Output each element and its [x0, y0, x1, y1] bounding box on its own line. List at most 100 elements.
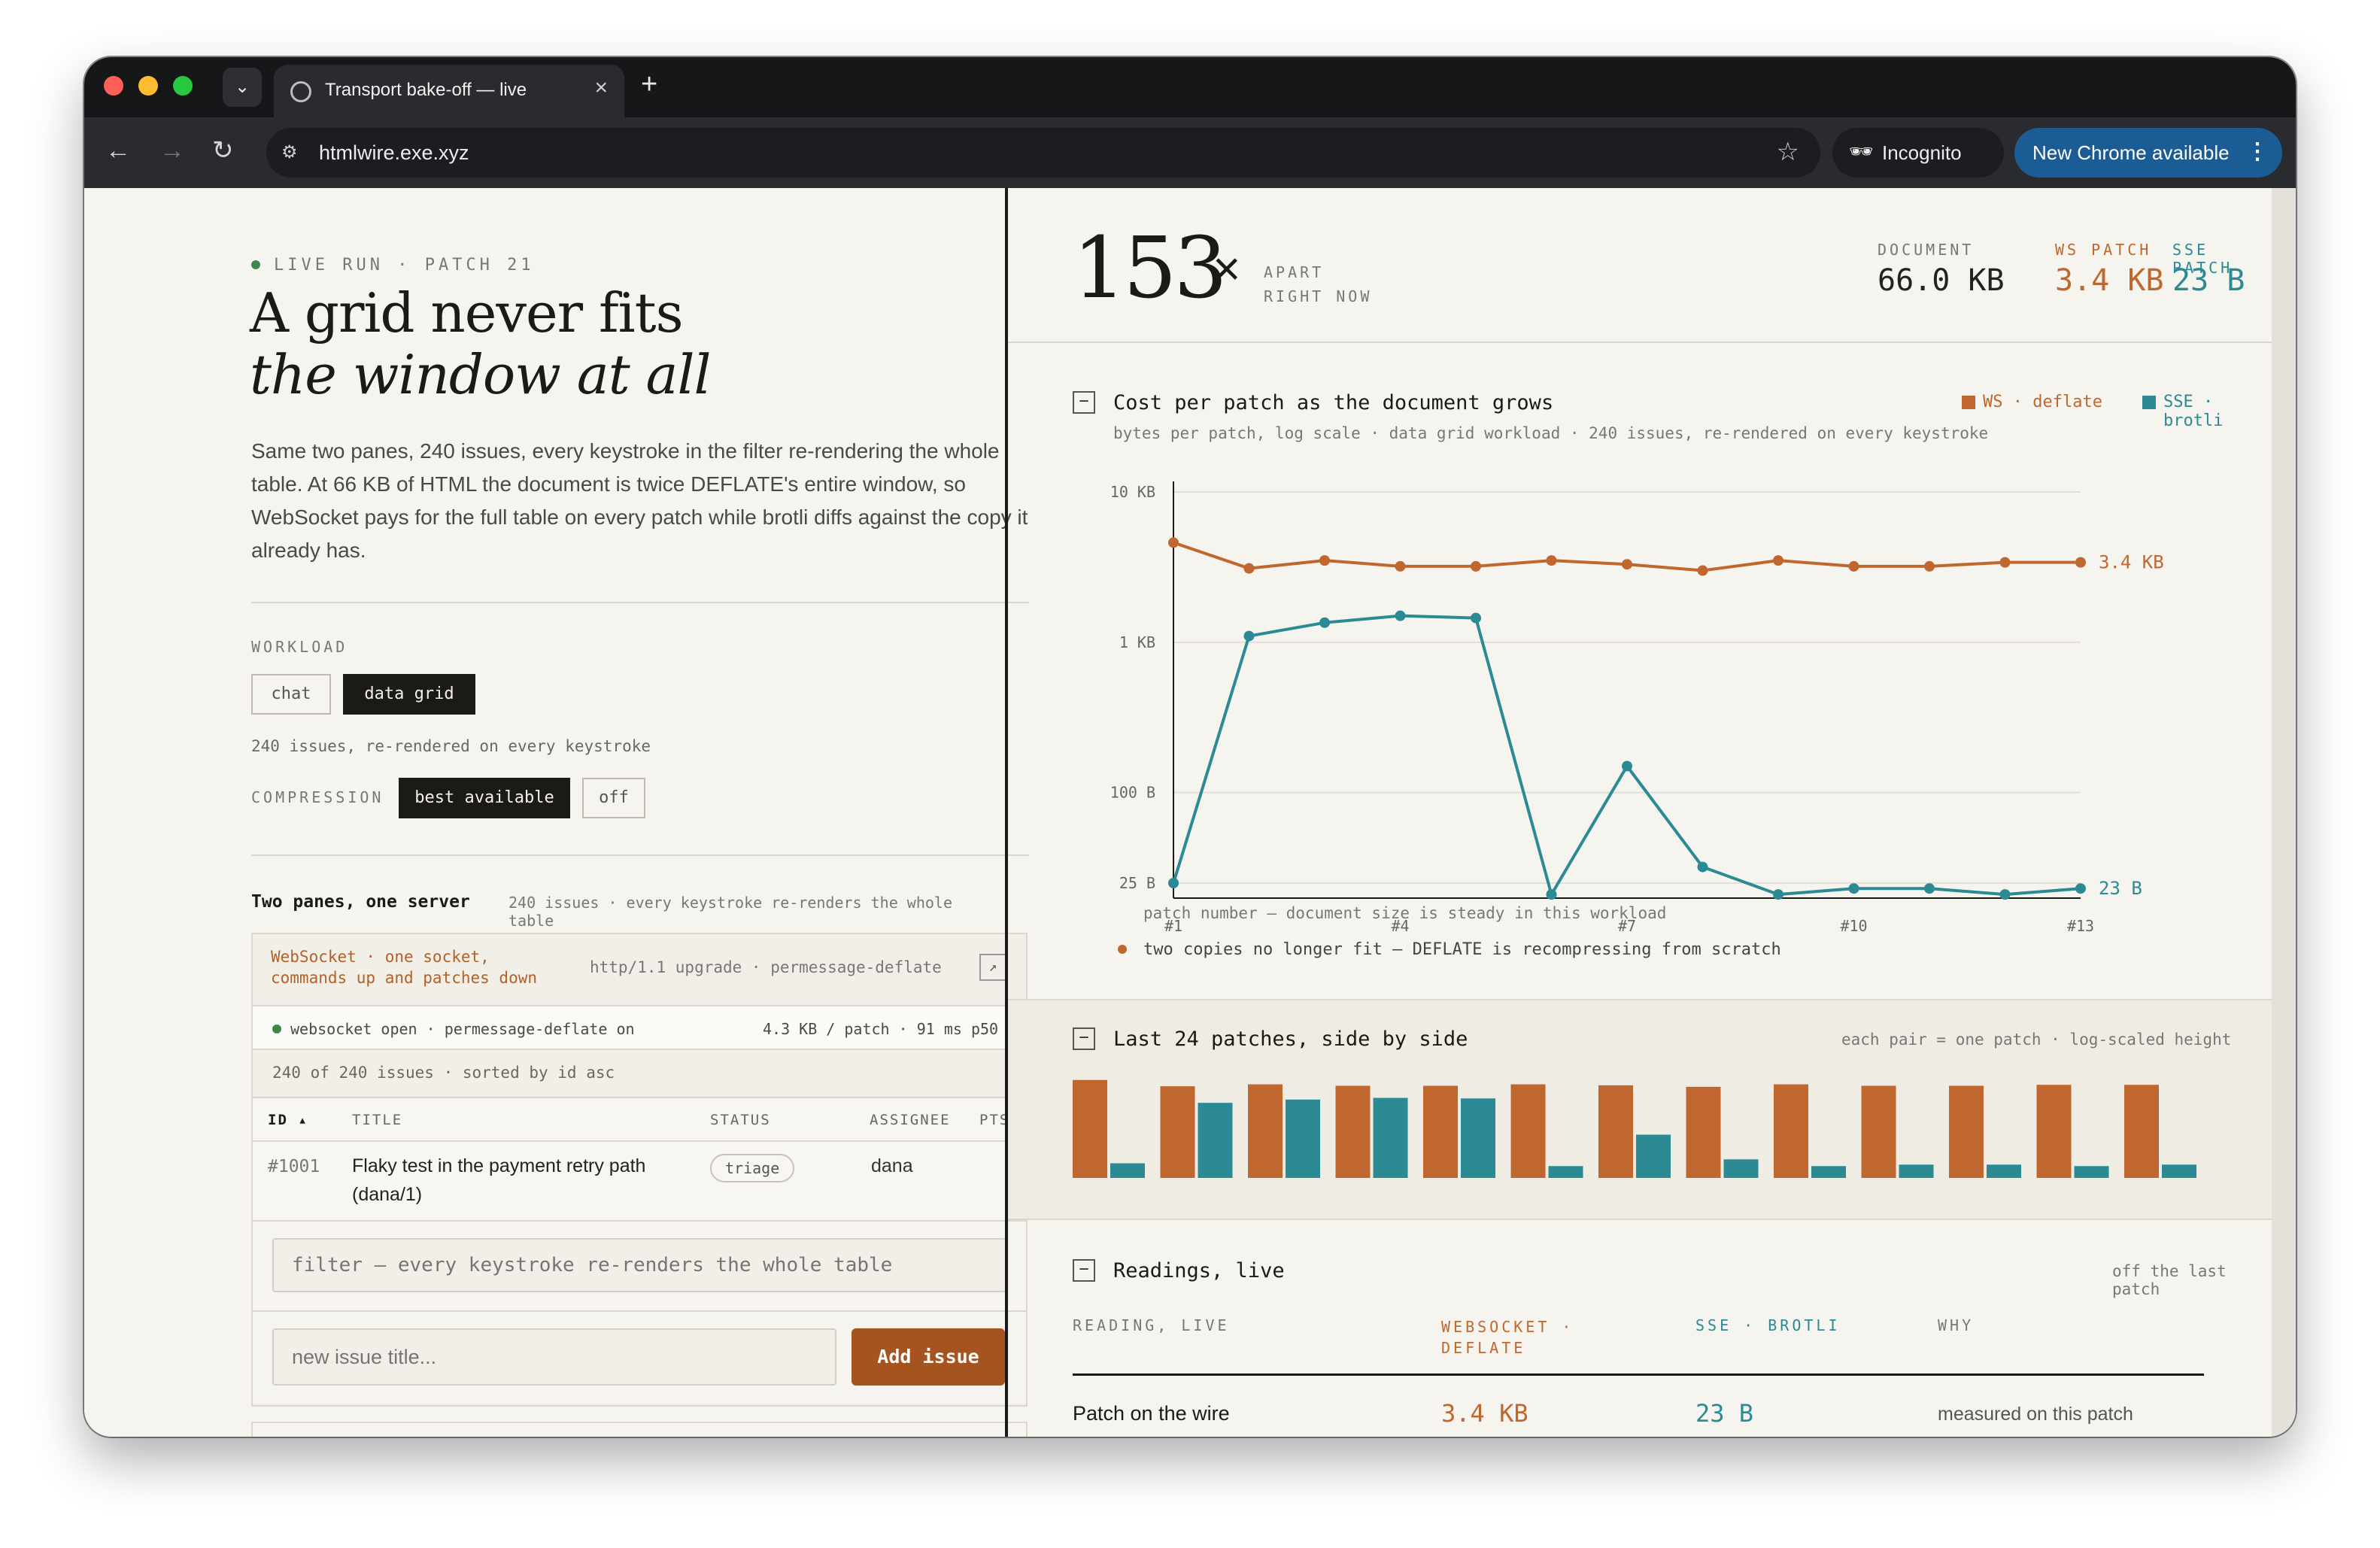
new-tab-plus-icon[interactable]: + [641, 68, 658, 100]
reading-name: Patch on the wire [1073, 1402, 1230, 1425]
col-status-header[interactable]: STATUS [710, 1112, 771, 1128]
ws-summary: 240 of 240 issues · sorted by id asc [272, 1064, 615, 1082]
pairs-bar-chart [1073, 1079, 2196, 1178]
address-bar[interactable]: ⚙ htmlwire.exe.xyz ☆ [266, 128, 1820, 178]
forward-arrow-icon[interactable]: → [159, 136, 185, 165]
data-point [2075, 557, 2086, 568]
globe-icon [290, 81, 311, 102]
cost-subtitle: bytes per patch, log scale · data grid w… [1113, 424, 1989, 442]
status-dot-icon [272, 1024, 281, 1034]
tab-search-chevron-icon[interactable]: ⌄ [223, 68, 262, 107]
row-assignee: dana [871, 1155, 913, 1176]
minimize-window-button[interactable] [138, 76, 158, 96]
x-tick-label: #4 [1391, 917, 1409, 935]
ratio-caption2: RIGHT NOW [1264, 287, 1373, 305]
maximize-window-button[interactable] [173, 76, 193, 96]
panes-title: Two panes, one server [251, 892, 470, 912]
data-point [1319, 555, 1330, 566]
data-point [1168, 878, 1179, 888]
ws-pane-inputs: Add issue [253, 1220, 1026, 1404]
ws-bar [1686, 1086, 1721, 1178]
ws-bar [1510, 1084, 1546, 1178]
y-tick-label: 100 B [1110, 784, 1155, 802]
collapse-pairs-toggle[interactable]: − [1073, 1027, 1095, 1050]
data-point [1924, 560, 1935, 572]
compression-best-chip[interactable]: best available [399, 778, 570, 818]
incognito-badge[interactable]: 🕶 Incognito [1832, 128, 2004, 178]
col-pts-header[interactable]: PTS [979, 1112, 1010, 1128]
readings-header-rule [1073, 1373, 2204, 1376]
data-point [1848, 560, 1859, 572]
col-assignee-header[interactable]: ASSIGNEE [870, 1112, 951, 1128]
sse-bar [1899, 1164, 1934, 1178]
sse-bar [1723, 1159, 1759, 1178]
page-title-line2: the window at all [250, 343, 712, 406]
sse-bar [1110, 1163, 1145, 1178]
workload-chat-chip[interactable]: chat [251, 674, 331, 715]
workload-data-grid-chip[interactable]: data grid [343, 674, 475, 715]
right-column: 153 × APART RIGHT NOW DOCUMENT 66.0 KB W… [1008, 188, 2272, 1437]
new-chrome-button[interactable]: New Chrome available ⋮ [2014, 128, 2282, 178]
ws-status-row: websocket open · permessage-deflate on 4… [253, 1005, 1026, 1050]
close-window-button[interactable] [104, 76, 123, 96]
compression-label: COMPRESSION [251, 788, 384, 806]
data-point [1395, 610, 1406, 621]
reading-sse-value: 23 B [1695, 1399, 1754, 1428]
browser-tab[interactable]: Transport bake-off — live × [274, 65, 624, 117]
stat-ws-value: 3.4 KB [2055, 263, 2164, 298]
ws-stats: 4.3 KB / patch · 91 ms p50 [763, 1020, 999, 1038]
footnote-dot-icon [1118, 945, 1127, 954]
more-vert-icon[interactable]: ⋮ [2246, 139, 2269, 164]
bookmark-star-icon[interactable]: ☆ [1776, 138, 1799, 166]
stat-document-label: DOCUMENT [1878, 241, 1975, 259]
expand-arrow-icon[interactable]: ↗ [979, 954, 1006, 981]
tab-title: Transport bake-off — live [325, 80, 527, 100]
browser-window: ⌄ Transport bake-off — live × + ← → ↻ ⚙ … [84, 57, 2296, 1437]
readings-title: Readings, live [1113, 1259, 1285, 1282]
ws-bar [1160, 1086, 1195, 1178]
divider [253, 1310, 1026, 1312]
ws-bar [1598, 1085, 1633, 1178]
reload-icon[interactable]: ↻ [212, 136, 234, 165]
sse-bar [1373, 1097, 1408, 1178]
data-point [1697, 861, 1708, 873]
sse-bar [1636, 1134, 1671, 1178]
ws-bar [1861, 1085, 1896, 1178]
scrollbar-track[interactable] [2272, 188, 2296, 1437]
sse-bar [2074, 1166, 2109, 1178]
new-issue-input[interactable] [272, 1328, 836, 1386]
col-id-header[interactable]: ID ▴ [268, 1112, 308, 1128]
data-point [1999, 889, 2011, 900]
cost-line-chart: 25 B 100 B 1 KB 10 KB #1 #4 #7 #10 #13 3.4 KB 23 B [1110, 481, 2164, 935]
ws-table-header: ID ▴ TITLE STATUS ASSIGNEE PTS [253, 1097, 1026, 1142]
legend-sse-swatch [2142, 396, 2156, 409]
incognito-label: Incognito [1882, 141, 1962, 164]
add-issue-button[interactable]: Add issue [852, 1328, 1005, 1386]
divider [251, 854, 1029, 856]
ws-bar [2124, 1085, 2159, 1178]
filter-input[interactable] [272, 1238, 1006, 1292]
back-arrow-icon[interactable]: ← [105, 136, 131, 165]
collapse-cost-toggle[interactable]: − [1073, 391, 1095, 414]
sse-bar [1987, 1164, 2021, 1178]
data-point [1697, 565, 1708, 576]
close-tab-icon[interactable]: × [594, 75, 608, 100]
tab-strip: ⌄ Transport bake-off — live × + [84, 57, 2296, 117]
ws-pane-title-line1: WebSocket · one socket, [271, 948, 490, 966]
browser-toolbar: ← → ↻ ⚙ htmlwire.exe.xyz ☆ 🕶 Incognito N… [84, 117, 2296, 188]
compression-off-chip[interactable]: off [582, 778, 645, 818]
table-row[interactable]: #1001 Flaky test in the payment retry pa… [253, 1142, 1026, 1220]
panes-note: 240 issues · every keystroke re-renders … [508, 894, 953, 930]
row-id: #1001 [268, 1157, 320, 1176]
collapse-readings-toggle[interactable]: − [1073, 1259, 1095, 1282]
data-point [1319, 617, 1330, 628]
data-point [1622, 760, 1632, 772]
col-title-header[interactable]: TITLE [352, 1112, 403, 1128]
data-point [1395, 560, 1406, 572]
pairs-title: Last 24 patches, side by side [1113, 1027, 1468, 1051]
readings-col-reading: READING, LIVE [1073, 1316, 1230, 1334]
site-settings-icon[interactable]: ⚙ [281, 142, 298, 162]
divider [1008, 341, 2272, 343]
ws-pane-title-line2: commands up and patches down [271, 969, 538, 987]
row-title-line1: Flaky test in the payment retry path [352, 1155, 646, 1176]
